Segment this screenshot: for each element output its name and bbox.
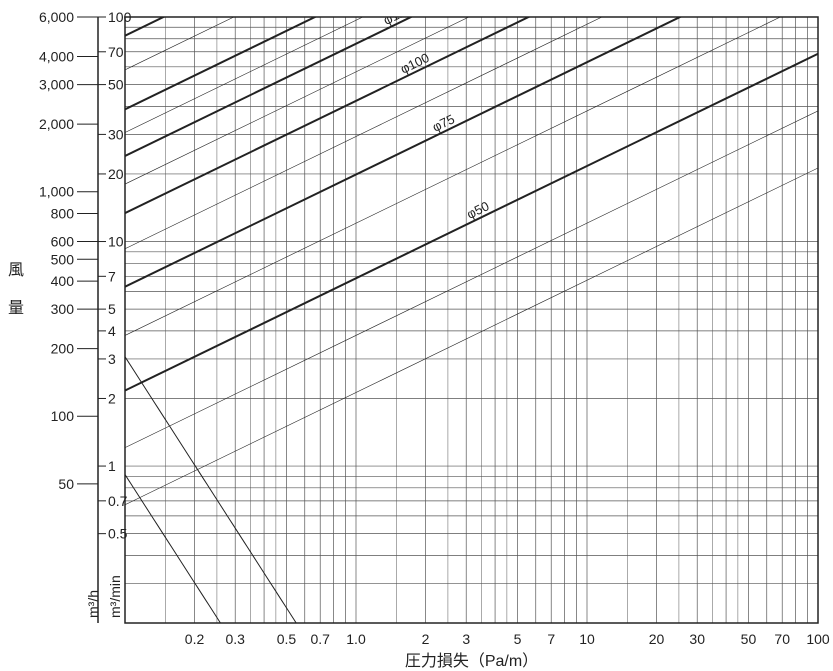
y-outer-tick-label: 800 [51,205,75,221]
y-axis-title: 量 [8,300,24,317]
diameter-line [125,17,318,111]
x-tick-label: 7 [547,631,555,647]
y-outer-tick-label: 3,000 [39,77,74,93]
diameter-line-minor [125,0,818,6]
y-outer-tick-label: 100 [51,408,75,424]
x-tick-label: 30 [689,631,705,647]
y-inner-unit: m³/min [107,575,123,618]
y-inner-tick-label: 10 [108,234,124,250]
velocity-line [0,21,20,623]
diameter-label: φ125 [381,1,415,28]
plot-frame [124,16,819,624]
diameter-line-minor [125,17,781,336]
x-tick-label: 20 [649,631,665,647]
diameter-line [125,17,531,215]
y-outer-tick-label: 300 [51,301,75,317]
y-outer-tick-label: 6,000 [39,9,74,25]
diameter-line-minor [125,17,603,250]
y-inner-tick-label: 1 [108,458,116,474]
y-outer-tick-label: 200 [51,341,75,357]
x-tick-label: 100 [806,631,830,647]
diameter-line [125,17,683,288]
y-inner-tick-label: 0.7 [108,493,128,509]
velocity-label: V=20m/S [0,100,4,153]
x-tick-label: 3 [462,631,470,647]
diameter-line-minor [125,167,818,506]
y-inner-tick-label: 50 [108,77,124,93]
x-tick-label: 0.2 [185,631,205,647]
y-inner-tick-label: 2 [108,390,116,406]
x-tick-label: 70 [774,631,790,647]
diameter-line-minor [125,17,364,133]
y-outer-tick-label: 2,000 [39,116,74,132]
diameter-line [125,52,818,392]
x-tick-label: 2 [422,631,430,647]
y-inner-tick-label: 70 [108,44,124,60]
x-axis-title: 圧力損失（Pa/m） [405,652,538,670]
y-inner-tick-label: 0.5 [108,526,128,542]
velocity-line [125,473,221,623]
y-outer-tick-label: 400 [51,273,75,289]
y-inner-tick-label: 5 [108,301,116,317]
x-tick-label: 1.0 [346,631,366,647]
velocity-line [0,21,55,623]
x-tick-label: 5 [514,631,522,647]
x-tick-label: 0.3 [225,631,245,647]
y-inner-tick-label: 100 [108,9,132,25]
y-inner-tick-label: 4 [108,323,116,339]
velocity-line [125,355,297,623]
diameter-line [125,17,414,157]
y-outer-tick-label: 600 [51,234,75,250]
x-tick-label: 0.5 [277,631,297,647]
diameter-line-minor [125,17,470,185]
x-tick-label: 10 [579,631,595,647]
x-tick-label: 0.7 [310,631,330,647]
x-tick-label: 50 [741,631,757,647]
diameter-line-minor [125,110,818,448]
diameter-line [125,17,166,37]
y-axis-title: 風 [8,262,24,279]
y-outer-tick-label: 500 [51,251,75,267]
y-inner-tick-label: 3 [108,351,116,367]
y-inner-tick-label: 30 [108,126,124,142]
y-outer-tick-label: 4,000 [39,49,74,65]
y-inner-tick-label: 7 [108,268,116,284]
diameter-label: φ75 [430,111,457,134]
diameter-label: φ50 [464,198,491,221]
y-outer-tick-label: 50 [58,476,74,492]
y-inner-tick-label: 20 [108,166,124,182]
y-outer-unit: m³/h [85,590,101,618]
y-outer-tick-label: 1,000 [39,184,74,200]
velocity-line [0,21,86,623]
velocity-line [0,21,114,623]
